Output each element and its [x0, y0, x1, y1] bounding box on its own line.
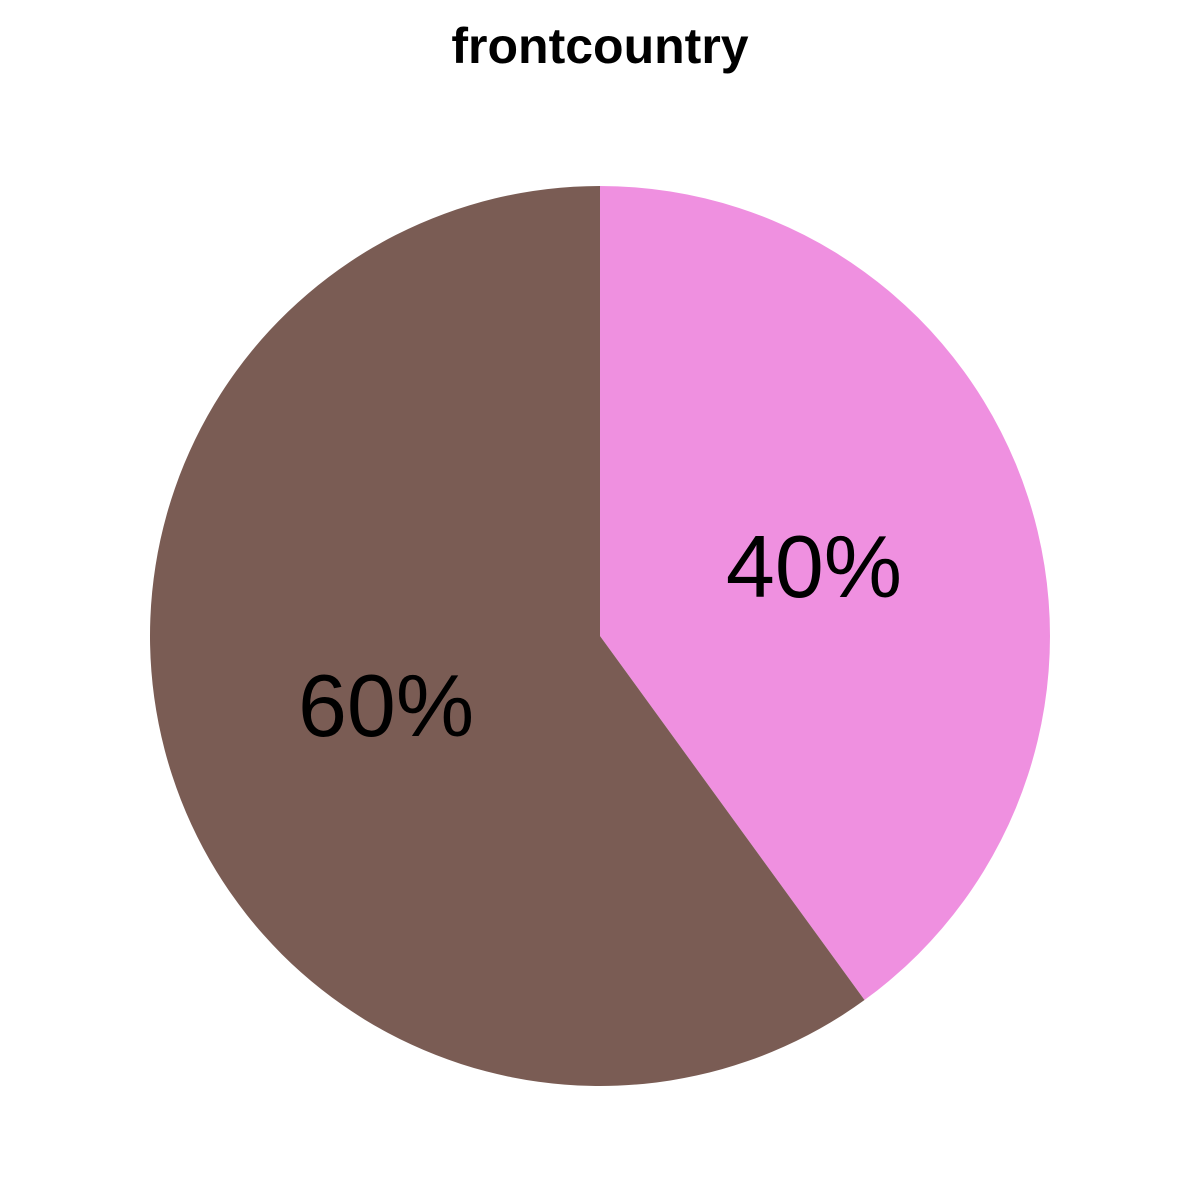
pie-slice-1	[600, 186, 1050, 1001]
chart-title: frontcountry	[451, 18, 749, 74]
pie-slice-label-2: 60%	[298, 656, 474, 755]
pie-slices	[149, 186, 1050, 1087]
pie-slice-labels: 40% 60%	[298, 517, 902, 755]
pie-slice-2	[149, 186, 865, 1087]
pie-slice-label-1: 40%	[726, 517, 902, 616]
